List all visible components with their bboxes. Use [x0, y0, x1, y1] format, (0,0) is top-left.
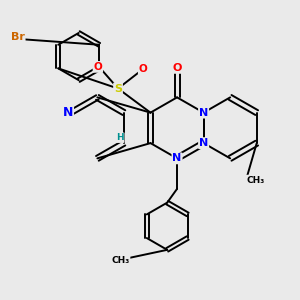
Text: N: N — [199, 138, 208, 148]
Text: CH₃: CH₃ — [247, 176, 265, 184]
Text: H: H — [116, 133, 124, 142]
Text: Br: Br — [11, 32, 25, 42]
Text: CH₃: CH₃ — [111, 256, 130, 265]
Text: S: S — [114, 83, 122, 94]
Text: N: N — [199, 108, 208, 118]
Text: O: O — [139, 64, 148, 74]
Text: N: N — [172, 153, 182, 164]
Text: O: O — [94, 62, 102, 72]
Text: O: O — [172, 63, 182, 73]
Text: N: N — [63, 106, 73, 119]
